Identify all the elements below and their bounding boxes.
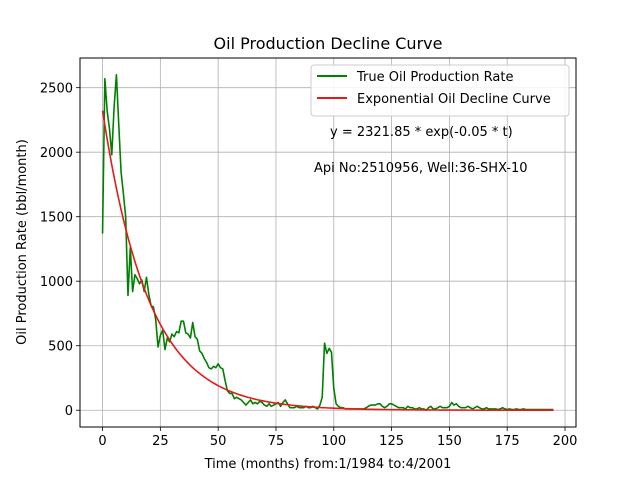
- x-tick-label: 200: [553, 434, 578, 449]
- series-true-oil-production-rate: [101, 73, 554, 412]
- x-tick-label: 175: [495, 434, 520, 449]
- well-annotation: Api No:2510956, Well:36-SHX-10: [314, 161, 528, 176]
- x-tick-label: 0: [98, 434, 106, 449]
- y-tick-label: 2000: [40, 146, 73, 161]
- legend: True Oil Production Rate Exponential Oil…: [310, 64, 570, 117]
- legend-label-true-rate: True Oil Production Rate: [356, 70, 513, 85]
- y-tick-label: 1000: [40, 275, 73, 290]
- x-axis-label: Time (months) from:1/1984 to:4/2001: [204, 457, 452, 472]
- legend-label-exponential-curve: Exponential Oil Decline Curve: [357, 92, 551, 107]
- plot-area: [101, 73, 554, 412]
- y-axis-label: Oil Production Rate (bbl/month): [15, 139, 30, 345]
- y-tick-label: 1500: [40, 211, 73, 226]
- x-axis-ticks: 0 25 50 75 100 125 150 175 200: [98, 427, 577, 449]
- equation-annotation: y = 2321.85 * exp(-0.05 * t): [330, 125, 513, 140]
- x-tick-label: 100: [321, 434, 346, 449]
- y-axis-ticks: 0 500 1000 1500 2000 2500: [40, 82, 80, 419]
- y-tick-label: 2500: [40, 82, 73, 97]
- x-tick-label: 75: [268, 434, 285, 449]
- x-tick-label: 150: [437, 434, 462, 449]
- legend-box: [310, 64, 570, 117]
- x-tick-label: 25: [152, 434, 169, 449]
- chart-title: Oil Production Decline Curve: [214, 34, 443, 53]
- y-tick-label: 500: [48, 340, 73, 355]
- series-exponential-oil-decline-curve: [101, 110, 554, 412]
- y-tick-label: 0: [65, 404, 73, 419]
- x-tick-label: 125: [379, 434, 404, 449]
- plot-frame: [79, 57, 577, 428]
- x-tick-label: 50: [210, 434, 227, 449]
